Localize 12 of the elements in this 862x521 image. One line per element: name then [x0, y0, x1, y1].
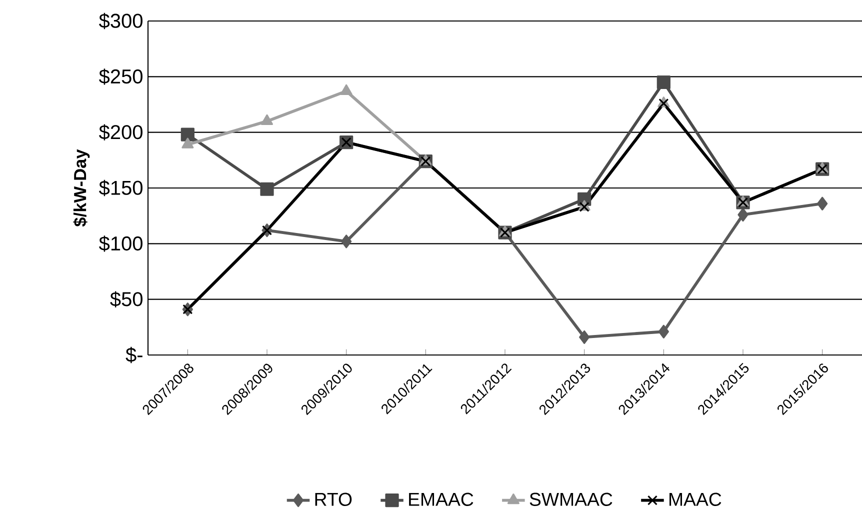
legend-label: EMAAC	[409, 492, 474, 506]
legend-label: RTO	[315, 492, 352, 506]
y-tick-label: $100	[99, 236, 142, 252]
y-axis-title: $/kW-Day	[73, 149, 90, 227]
y-tick-label: $50	[110, 291, 142, 308]
y-tick-label: $200	[99, 124, 142, 140]
legend-label: MAAC	[670, 492, 722, 506]
y-tick-label: $250	[99, 68, 142, 85]
y-tick-label: $150	[99, 180, 142, 196]
legend-label: SWMAAC	[530, 492, 612, 506]
y-tick-label: $300	[99, 12, 142, 30]
y-tick-label: $-	[126, 346, 142, 364]
